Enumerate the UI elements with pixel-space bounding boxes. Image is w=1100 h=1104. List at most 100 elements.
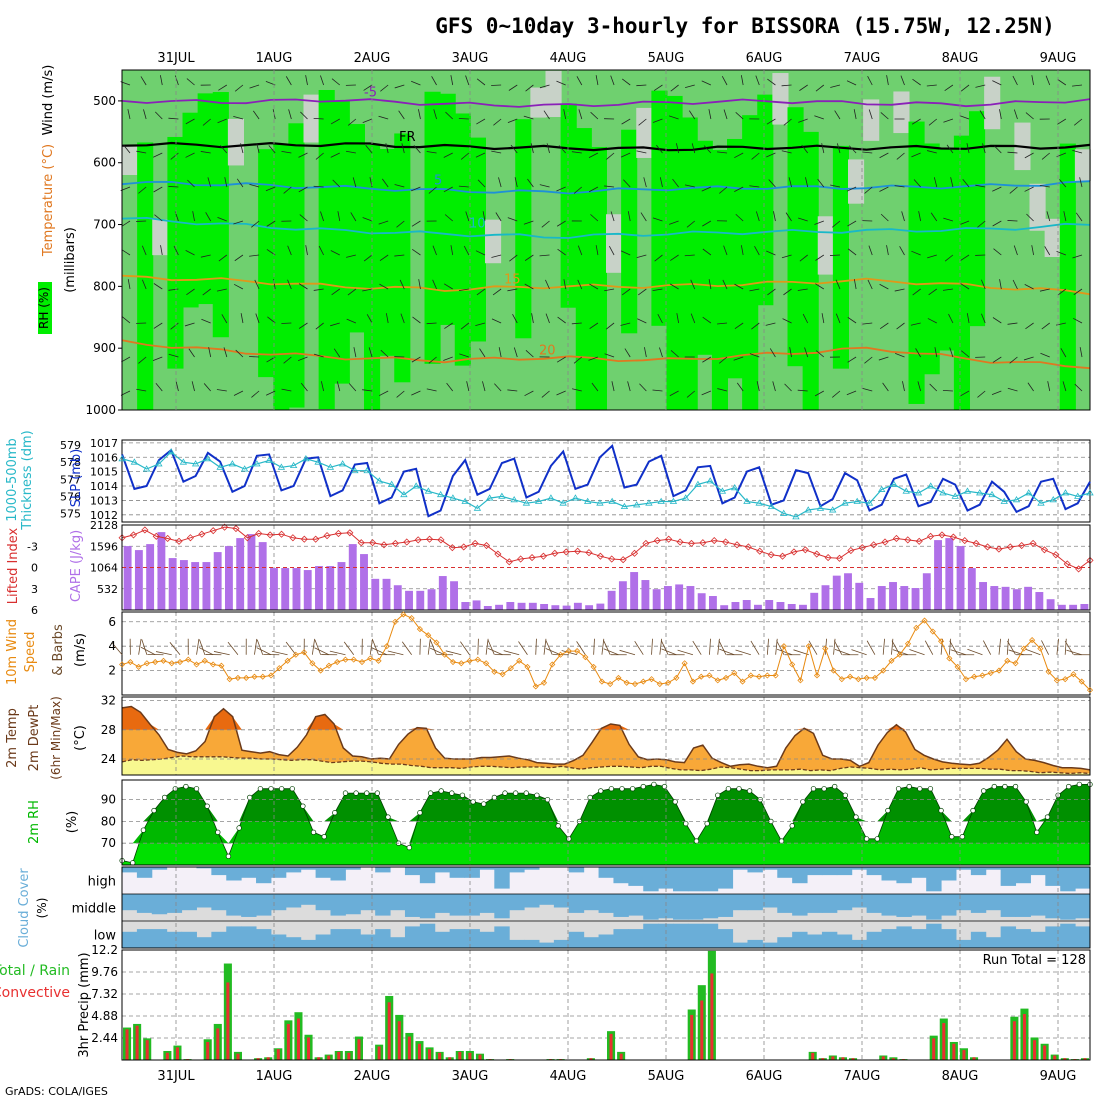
precip-conv-bar: [136, 1026, 139, 1060]
cape-bar: [754, 605, 762, 610]
precip-conv-bar: [438, 1053, 441, 1060]
cloud-bar-low: [435, 932, 450, 948]
rh-point: [418, 810, 423, 815]
cape-bar: [248, 534, 256, 610]
cloud-bar-high: [941, 867, 956, 881]
cloud-bar-high: [1060, 867, 1075, 891]
cloud-bar-high: [241, 867, 256, 878]
precip-conv-bar: [468, 1053, 471, 1060]
chart-title: GFS 0~10day 3-hourly for BISSORA (15.75W…: [435, 14, 1055, 38]
rh-moist-patch: [576, 128, 592, 410]
cloud-bar-high: [896, 867, 911, 883]
cloud-bar-low: [599, 935, 614, 949]
wind-barb: [315, 640, 321, 655]
cape-bar: [1013, 589, 1021, 610]
cloud-bar-middle: [733, 894, 748, 910]
cape-bar: [743, 600, 751, 610]
cloud-level-label: high: [88, 875, 116, 890]
cloud-bar-middle: [599, 894, 614, 913]
wind-barb: [851, 650, 866, 655]
wind-barb: [719, 640, 726, 654]
wind-barbs-label: & Barbs: [51, 624, 66, 676]
cloud-bar-middle: [211, 894, 226, 910]
rh-point: [524, 791, 529, 796]
cape-bar: [619, 581, 627, 610]
rh-point: [216, 830, 221, 835]
cape-bar: [1080, 604, 1088, 610]
cloud-bar-low: [986, 937, 1001, 948]
cape-bar: [405, 591, 413, 610]
date-label-top: 2AUG: [354, 51, 391, 66]
date-label-bottom: 9AUG: [1040, 1069, 1077, 1084]
cloud-bar-middle: [1016, 894, 1031, 917]
cloud-bar-low: [882, 929, 897, 948]
cape-bar: [315, 566, 323, 610]
cloud-bar-high: [137, 867, 152, 878]
rh-point: [673, 799, 678, 804]
cloud-bar-middle: [688, 894, 703, 920]
rh-point: [556, 823, 561, 828]
pressure-tick-label: 1000: [85, 403, 116, 417]
cape-bar: [349, 544, 357, 610]
cape-bar: [214, 552, 222, 610]
precip-conv-legend: Convective: [0, 985, 70, 1001]
cloud-bar-middle: [494, 894, 509, 918]
cloud-bar-middle: [837, 894, 852, 910]
lifted-index-line: [122, 527, 1090, 569]
precip-conv-bar: [1023, 1014, 1026, 1060]
precip-conv-bar: [610, 1034, 613, 1060]
cloud-bar-middle: [539, 894, 554, 905]
wind-barb: [312, 639, 314, 655]
cloud-legend-label: Cloud Cover: [17, 868, 32, 948]
cloud-bar-high: [599, 867, 614, 878]
wind-barb: [286, 642, 296, 655]
temp-contour-label: 15: [504, 272, 521, 287]
cloud-bar-middle: [628, 894, 643, 916]
wind-barb: [141, 647, 155, 654]
cape-bar: [293, 568, 301, 610]
wind-barb: [883, 639, 884, 655]
lifted-tick-label: 6: [31, 604, 38, 617]
rh-point: [609, 786, 614, 791]
rh-point: [354, 791, 359, 796]
cape-bar: [810, 593, 818, 610]
cloud-bar-high: [122, 867, 137, 872]
cape-bar: [777, 602, 785, 610]
precip-conv-bar: [307, 1037, 310, 1060]
date-label-top: 1AUG: [256, 51, 293, 66]
rh-moist-patch: [727, 139, 743, 378]
cape-bar: [304, 570, 312, 610]
cape-bar: [338, 562, 346, 610]
precip-conv-bar: [206, 1042, 209, 1060]
cloud-bar-high: [1001, 867, 1016, 886]
cape-bar: [461, 602, 469, 610]
cape-bar: [867, 598, 875, 610]
rh-moist-patch: [515, 119, 531, 338]
cloud-bar-middle: [777, 894, 792, 913]
rh-point: [535, 793, 540, 798]
cloud-bar-middle: [360, 894, 375, 910]
wind-barb: [999, 639, 1001, 655]
rh-moist-patch: [288, 123, 304, 407]
cloud-bar-high: [837, 867, 852, 875]
rh-point: [141, 828, 146, 833]
precip-conv-bar: [408, 1037, 411, 1060]
wind-barb: [594, 639, 595, 655]
cloud-bar-low: [256, 929, 271, 948]
cloud-bar-high: [450, 867, 465, 878]
cape-tick-label: 1596: [90, 540, 118, 553]
rh-point: [503, 791, 508, 796]
run-total-label: Run Total = 128: [983, 953, 1086, 968]
cloud-bar-middle: [122, 894, 137, 910]
cloud-bar-low: [390, 937, 405, 948]
precip-conv-bar: [952, 1044, 955, 1060]
precip-conv-bar: [1043, 1046, 1046, 1060]
cloud-bar-high: [330, 867, 345, 881]
wind-barb: [372, 648, 387, 655]
cloud-bar-middle: [271, 894, 286, 910]
wind-barb: [168, 186, 178, 187]
wind-barb: [967, 649, 982, 654]
